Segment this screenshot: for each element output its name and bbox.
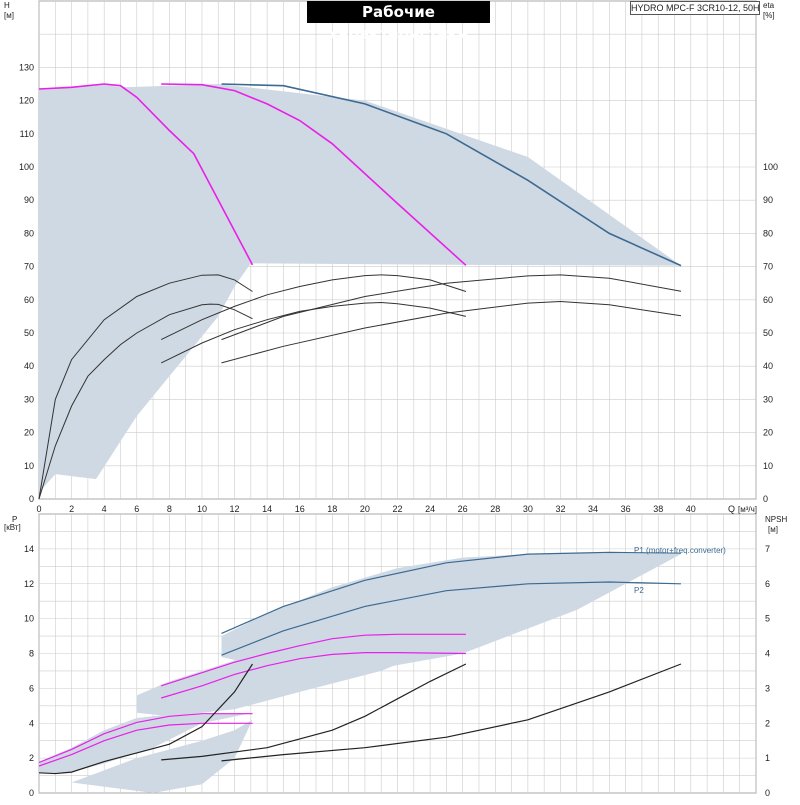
eta-curve bbox=[160, 301, 467, 364]
npsh-axis-unit: [м] bbox=[768, 525, 778, 534]
p-pump-curve bbox=[161, 633, 466, 687]
h-tick-label: 0 bbox=[29, 494, 34, 504]
x-tick-label: 6 bbox=[134, 504, 139, 514]
x-tick-label: 8 bbox=[167, 504, 172, 514]
p-pump-curve bbox=[38, 722, 253, 767]
x-tick-label: 0 bbox=[36, 504, 41, 514]
npsh-axis-title: NPSH bbox=[765, 515, 787, 524]
h-operating-envelope bbox=[39, 84, 681, 493]
x-tick-label: 2 bbox=[69, 504, 74, 514]
p-pump-curve bbox=[161, 652, 466, 699]
npsh-tick-label: 0 bbox=[765, 788, 770, 798]
npsh-tick-label: 4 bbox=[765, 649, 770, 659]
eta-tick-label: 90 bbox=[763, 195, 773, 205]
x-tick-label: 24 bbox=[425, 504, 435, 514]
series-label: P1 (motor+freq.converter) bbox=[634, 546, 726, 555]
npsh-tick-label: 2 bbox=[765, 718, 770, 728]
p-tick-label: 4 bbox=[29, 718, 34, 728]
eta-curve bbox=[221, 300, 682, 364]
x-tick-label: 34 bbox=[588, 504, 598, 514]
pump-model-label: HYDRO MPC-F 3CR10-12, 50Hz bbox=[630, 1, 760, 15]
p-tick-label: 8 bbox=[29, 649, 34, 659]
npsh-curve bbox=[221, 663, 682, 762]
x-tick-label: 40 bbox=[686, 504, 696, 514]
h-tick-label: 130 bbox=[19, 62, 34, 72]
p-max-curve bbox=[221, 581, 682, 656]
npsh-curve bbox=[38, 663, 254, 775]
x-tick-label: 14 bbox=[262, 504, 272, 514]
npsh-curve bbox=[161, 663, 467, 761]
p-operating-envelope bbox=[39, 712, 253, 773]
npsh-tick-label: 5 bbox=[765, 614, 770, 624]
npsh-tick-label: 6 bbox=[765, 579, 770, 589]
h-tick-label: 80 bbox=[24, 228, 34, 238]
p-tick-label: 10 bbox=[24, 614, 34, 624]
x-axis-unit: [м³/ч] bbox=[738, 505, 757, 514]
p-operating-envelope bbox=[71, 719, 253, 793]
eta-tick-label: 100 bbox=[763, 162, 778, 172]
x-tick-label: 16 bbox=[295, 504, 305, 514]
h-pump-curve bbox=[38, 83, 254, 266]
p-tick-label: 0 bbox=[29, 788, 34, 798]
eta-tick-label: 50 bbox=[763, 328, 773, 338]
h-tick-label: 60 bbox=[24, 295, 34, 305]
p-axis-unit: [кВт] bbox=[4, 523, 21, 532]
h-tick-label: 70 bbox=[24, 262, 34, 272]
eta-tick-label: 70 bbox=[763, 262, 773, 272]
p-axis-title: P bbox=[12, 515, 17, 524]
p-tick-label: 6 bbox=[29, 683, 34, 693]
h-axis-title: H bbox=[4, 1, 10, 10]
h-tick-label: 40 bbox=[24, 361, 34, 371]
h-tick-label: 10 bbox=[24, 461, 34, 471]
series-label: P2 bbox=[634, 586, 644, 595]
npsh-tick-label: 1 bbox=[765, 753, 770, 763]
x-tick-label: 22 bbox=[392, 504, 402, 514]
eta-curve bbox=[160, 274, 467, 341]
eta-tick-label: 10 bbox=[763, 461, 773, 471]
eta-tick-label: 40 bbox=[763, 361, 773, 371]
h-tick-label: 90 bbox=[24, 195, 34, 205]
h-tick-label: 30 bbox=[24, 394, 34, 404]
x-tick-label: 26 bbox=[458, 504, 468, 514]
h-tick-label: 20 bbox=[24, 428, 34, 438]
x-tick-label: 38 bbox=[653, 504, 663, 514]
h-max-curve bbox=[221, 83, 682, 267]
x-tick-label: 18 bbox=[327, 504, 337, 514]
h-tick-label: 110 bbox=[20, 129, 34, 139]
eta-curve bbox=[38, 274, 253, 500]
x-tick-label: 32 bbox=[555, 504, 565, 514]
x-tick-label: 36 bbox=[621, 504, 631, 514]
eta-tick-label: 60 bbox=[763, 295, 773, 305]
h-tick-label: 50 bbox=[24, 328, 34, 338]
eta-axis-title: eta bbox=[763, 1, 775, 10]
x-axis-title: Q bbox=[728, 504, 735, 514]
h-tick-label: 120 bbox=[19, 96, 34, 106]
h-pump-curve bbox=[161, 83, 467, 266]
npsh-tick-label: 3 bbox=[765, 683, 770, 693]
eta-tick-label: 20 bbox=[763, 428, 773, 438]
h-axis-unit: [м] bbox=[4, 11, 14, 20]
x-tick-label: 10 bbox=[197, 504, 207, 514]
x-tick-label: 4 bbox=[102, 504, 107, 514]
eta-curve bbox=[38, 303, 253, 500]
h-tick-label: 100 bbox=[19, 162, 34, 172]
p-tick-label: 12 bbox=[24, 579, 34, 589]
x-tick-label: 12 bbox=[230, 504, 240, 514]
x-tick-label: 20 bbox=[360, 504, 370, 514]
x-tick-label: 28 bbox=[490, 504, 500, 514]
eta-tick-label: 0 bbox=[763, 494, 768, 504]
p-pump-curve bbox=[38, 713, 253, 764]
p-tick-label: 2 bbox=[29, 753, 34, 763]
chart-title: Рабочие характеристики bbox=[307, 1, 490, 43]
p-max-curve bbox=[221, 551, 682, 634]
npsh-tick-label: 7 bbox=[765, 544, 770, 554]
eta-tick-label: 80 bbox=[763, 228, 773, 238]
eta-axis-unit: [%] bbox=[763, 11, 775, 20]
p-tick-label: 14 bbox=[24, 544, 34, 554]
eta-curve bbox=[221, 274, 682, 341]
x-tick-label: 30 bbox=[523, 504, 533, 514]
eta-tick-label: 30 bbox=[763, 394, 773, 404]
